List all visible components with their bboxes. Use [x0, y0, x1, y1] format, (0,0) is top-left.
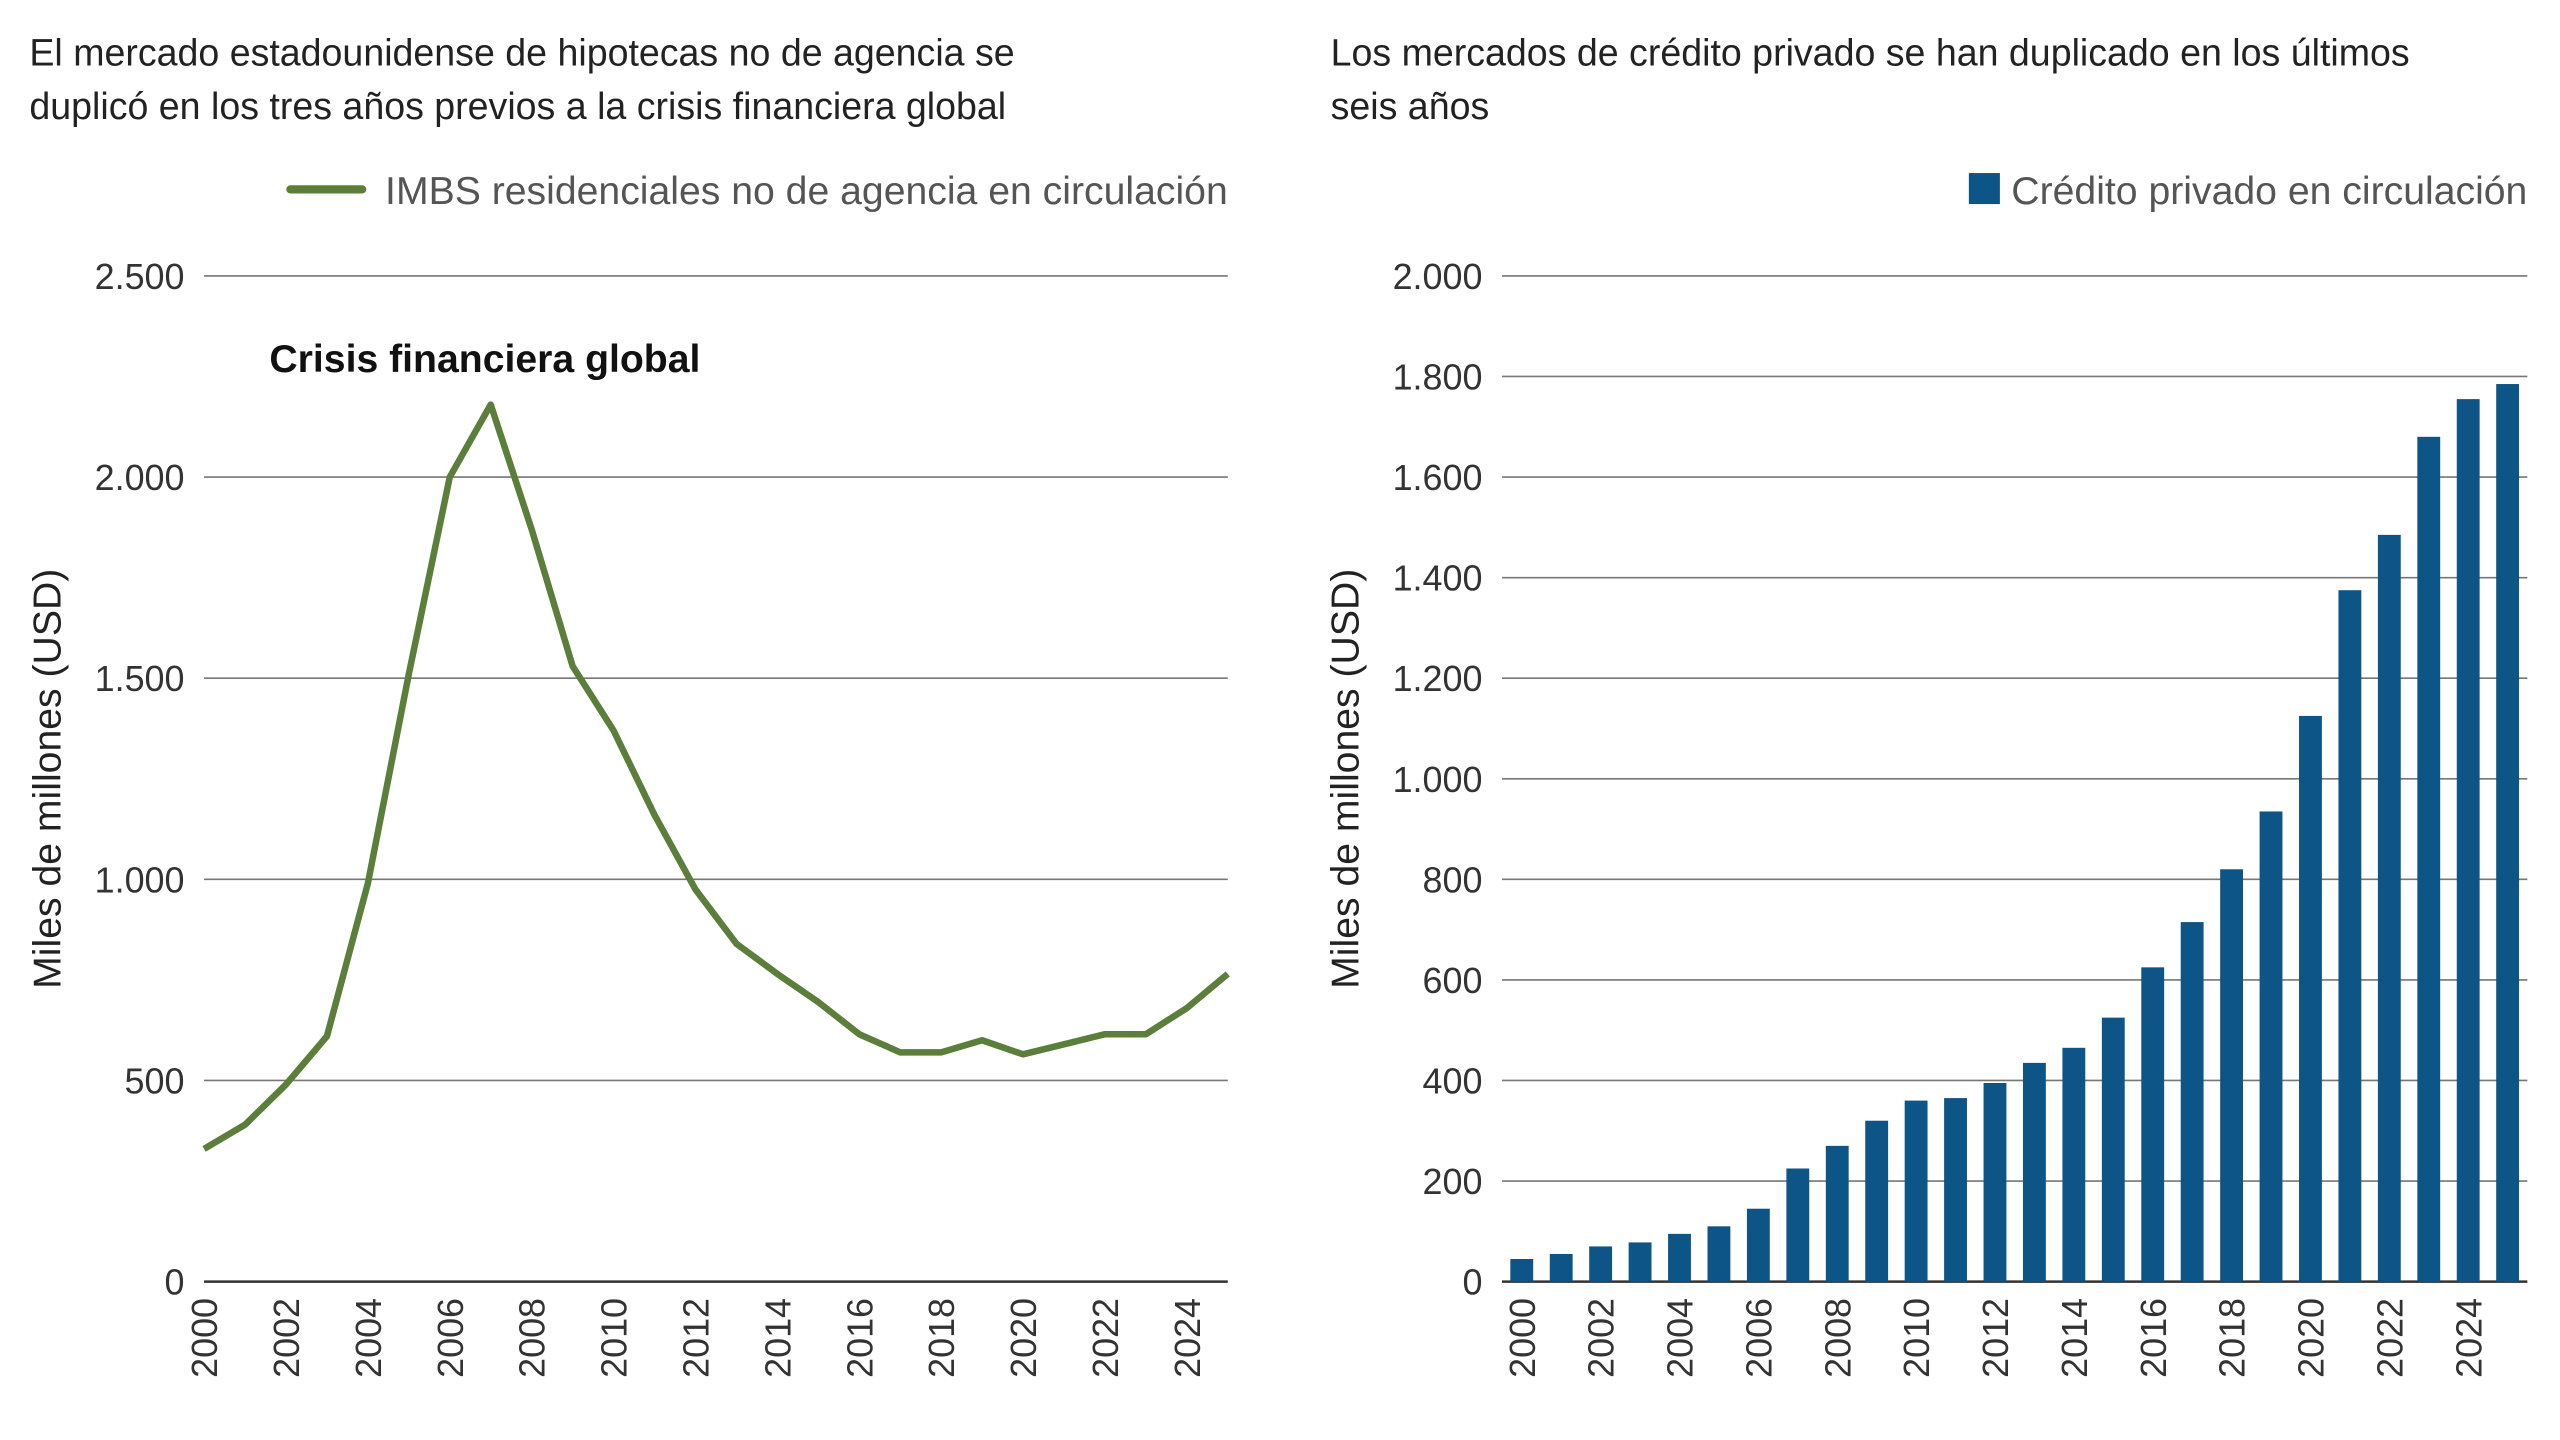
- data-line: [202, 401, 1230, 1152]
- chart-title: Los mercados de crédito privado se han d…: [1331, 31, 2410, 73]
- x-tick-label: 2018: [921, 1298, 962, 1378]
- x-tick-label: 2002: [266, 1298, 307, 1378]
- x-tick-label: 2010: [1896, 1298, 1937, 1378]
- bar: [1668, 1233, 1691, 1282]
- bar: [2377, 534, 2401, 1282]
- y-axis-label: Miles de millones (USD): [1324, 569, 1367, 989]
- x-tick-label: 2014: [757, 1298, 798, 1378]
- bar: [1628, 1242, 1652, 1282]
- y-tick-label: 1.200: [1393, 658, 1483, 699]
- chart-title: seis años: [1331, 85, 1490, 127]
- x-tick-label: 2018: [2212, 1298, 2253, 1378]
- x-tick-label: 2024: [1167, 1298, 1208, 1378]
- x-tick-label: 2006: [1738, 1298, 1779, 1378]
- y-tick-label: 1.600: [1393, 457, 1483, 498]
- bar: [1904, 1100, 1928, 1282]
- annotation: Crisis financiera global: [269, 338, 700, 381]
- bar: [1983, 1083, 2007, 1282]
- y-tick-label: 1.500: [95, 658, 185, 699]
- x-tick-label: 2024: [2448, 1298, 2489, 1378]
- x-tick-label: 2000: [184, 1298, 225, 1378]
- x-tick-label: 2012: [1975, 1298, 2016, 1378]
- x-tick-label: 2020: [2291, 1298, 2332, 1378]
- chart-title: duplicó en los tres años previos a la cr…: [29, 85, 1006, 127]
- legend-label: IMBS residenciales no de agencia en circ…: [385, 170, 1228, 213]
- x-tick-label: 2008: [512, 1298, 553, 1378]
- x-tick-label: 2014: [2054, 1298, 2095, 1378]
- chart-title: El mercado estadounidense de hipotecas n…: [29, 31, 1014, 73]
- x-tick-label: 2012: [676, 1298, 717, 1378]
- y-tick-label: 200: [1423, 1161, 1483, 1202]
- bar: [1865, 1120, 1889, 1282]
- bar: [2220, 869, 2244, 1282]
- x-tick-label: 2000: [1502, 1298, 1543, 1378]
- x-tick-label: 2016: [839, 1298, 880, 1378]
- y-tick-label: 2.500: [95, 256, 185, 297]
- y-tick-label: 1.800: [1393, 357, 1483, 398]
- bar: [1549, 1253, 1573, 1282]
- y-tick-label: 800: [1423, 859, 1483, 900]
- x-tick-label: 2008: [1817, 1298, 1858, 1378]
- y-tick-label: 600: [1423, 960, 1483, 1001]
- legend-swatch: [1968, 173, 2000, 205]
- x-tick-label: 2010: [594, 1298, 635, 1378]
- y-tick-label: 400: [1423, 1061, 1483, 1102]
- bar: [1944, 1098, 1967, 1282]
- bar: [2022, 1062, 2046, 1282]
- bar: [1746, 1208, 1770, 1282]
- y-tick-label: 0: [165, 1262, 185, 1303]
- y-axis-label: Miles de millones (USD): [26, 569, 69, 989]
- y-tick-label: 500: [125, 1061, 185, 1102]
- x-tick-label: 2006: [430, 1298, 471, 1378]
- bar: [1510, 1259, 1534, 1282]
- y-tick-label: 1.000: [1393, 759, 1483, 800]
- bar: [1589, 1246, 1613, 1282]
- x-tick-label: 2004: [348, 1298, 389, 1378]
- y-tick-label: 0: [1462, 1262, 1482, 1303]
- x-tick-label: 2002: [1581, 1298, 1622, 1378]
- legend-label: Crédito privado en circulación: [2011, 170, 2527, 213]
- x-tick-label: 2004: [1660, 1298, 1701, 1378]
- bar: [2259, 811, 2283, 1282]
- bar: [2496, 384, 2520, 1282]
- x-tick-label: 2016: [2133, 1298, 2174, 1378]
- bar: [1825, 1145, 1849, 1282]
- y-tick-label: 1.000: [95, 859, 185, 900]
- x-tick-label: 2020: [1003, 1298, 1044, 1378]
- bar: [2141, 967, 2165, 1282]
- bar: [1707, 1226, 1731, 1282]
- bar: [2299, 715, 2322, 1282]
- y-tick-label: 1.400: [1393, 558, 1483, 599]
- x-tick-label: 2022: [1085, 1298, 1126, 1378]
- x-tick-label: 2022: [2369, 1298, 2410, 1378]
- bar: [1786, 1168, 1810, 1282]
- bar: [2456, 399, 2480, 1282]
- y-tick-label: 2.000: [95, 457, 185, 498]
- y-tick-label: 2.000: [1393, 256, 1483, 297]
- bar: [2338, 590, 2362, 1282]
- bar: [2101, 1017, 2125, 1282]
- bar: [2417, 436, 2441, 1282]
- bar: [2180, 922, 2204, 1282]
- bar: [2062, 1047, 2086, 1282]
